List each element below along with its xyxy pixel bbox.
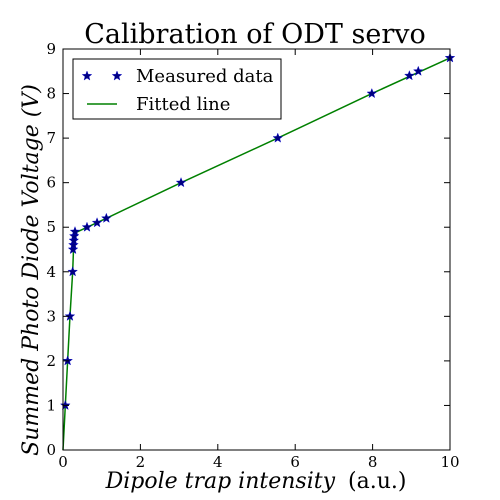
y-tick-label: 6 [46,174,56,192]
data-point-11 [101,212,112,223]
x-axis-label: Dipole trap intensity (a.u.) [105,469,407,494]
y-tick-label: 0 [46,441,56,459]
data-point-13 [272,132,284,143]
data-point-14 [366,87,378,99]
data-point-9 [81,221,93,232]
data-point-3 [67,266,78,277]
data-point-2 [64,310,76,321]
legend: Measured data Fitted line [72,58,282,120]
y-axis-ticks: 0 1 2 3 4 5 6 7 8 9 [46,40,450,459]
legend-box [72,58,282,120]
y-axis-label: Summed Photo Diode Voltage (V) [19,84,44,456]
x-tick-label: 6 [290,453,300,471]
data-point-16 [412,65,424,76]
x-tick-label: 0 [58,453,68,471]
y-tick-label: 5 [46,218,56,236]
y-tick-label: 9 [46,40,56,58]
x-tick-label: 10 [440,453,459,471]
x-tick-label: 8 [368,453,378,471]
data-point-5 [68,239,79,250]
legend-star-0 [81,70,93,81]
y-tick-label: 7 [46,129,56,147]
data-point-10 [91,217,103,228]
y-tick-label: 3 [46,307,56,325]
x-tick-label: 4 [213,453,223,471]
legend-star-1 [111,70,123,81]
y-tick-label: 4 [46,263,56,281]
x-axis-label-unit: (a.u.) [348,469,406,494]
data-point-15 [404,70,415,81]
legend-entry-measured: Measured data [136,66,274,87]
data-point-4 [67,243,79,255]
y-tick-label: 8 [46,85,56,103]
x-axis-ticks: 0 2 4 6 8 10 [58,49,460,471]
x-axis-label-italic: Dipole trap intensity [105,469,336,494]
legend-entry-fitted: Fitted line [136,94,230,115]
data-point-8 [69,226,81,237]
x-tick-label: 2 [136,453,146,471]
y-tick-label: 2 [46,352,56,370]
data-point-6 [68,235,80,246]
legend-marker-sample [81,70,123,81]
chart-title: Calibration of ODT servo [84,19,425,50]
y-tick-label: 1 [46,396,56,414]
data-point-12 [175,177,187,188]
plot-frame [62,48,451,451]
